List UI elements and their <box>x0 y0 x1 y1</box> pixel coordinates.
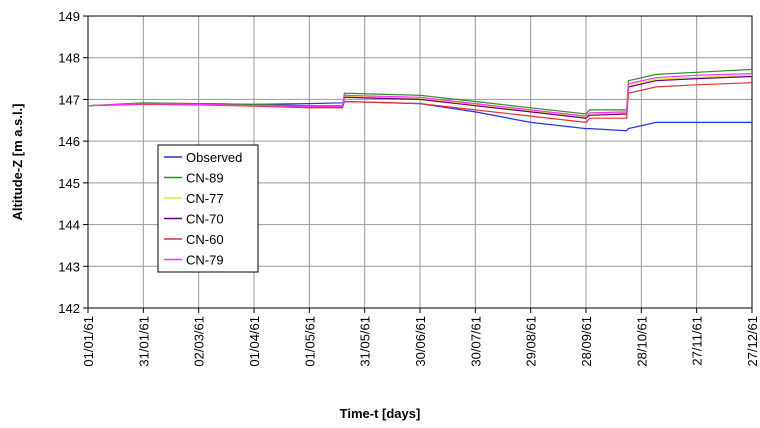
y-tick-label: 143 <box>58 259 80 274</box>
y-tick-label: 148 <box>58 51 80 66</box>
legend-label: CN-60 <box>186 232 224 247</box>
x-tick-label: 27/12/61 <box>745 316 760 367</box>
legend-box <box>157 144 259 273</box>
legend-label: CN-70 <box>186 212 224 227</box>
x-axis-label: Time-t [days] <box>340 406 421 421</box>
y-axis-label: Altitude-Z [m a.s.l.] <box>10 104 25 221</box>
x-tick-label: 01/04/61 <box>247 316 262 367</box>
x-tick-label: 30/06/61 <box>413 316 428 367</box>
legend-label: CN-77 <box>186 191 224 206</box>
x-tick-label: 31/01/61 <box>136 316 151 367</box>
x-tick-label: 01/05/61 <box>302 316 317 367</box>
x-tick-label: 31/05/61 <box>358 316 373 367</box>
series-line <box>87 68 753 115</box>
x-tick-label: 30/07/61 <box>468 316 483 367</box>
y-tick-label: 145 <box>58 176 80 191</box>
x-tick-label: 02/03/61 <box>192 316 207 367</box>
x-tick-label: 29/08/61 <box>524 316 539 367</box>
x-tick-label: 01/01/61 <box>81 316 96 367</box>
y-tick-label: 146 <box>58 134 80 149</box>
x-tick-label: 27/11/61 <box>690 316 705 366</box>
series-line <box>87 73 753 117</box>
legend-label: CN-79 <box>186 253 224 268</box>
y-tick-label: 142 <box>58 301 80 316</box>
legend-label: CN-89 <box>186 171 224 186</box>
legend-label: Observed <box>186 150 242 165</box>
y-tick-label: 147 <box>58 92 80 107</box>
x-tick-label: 28/10/61 <box>634 316 649 367</box>
y-tick-label: 149 <box>58 9 80 24</box>
y-tick-label: 144 <box>58 218 80 233</box>
x-tick-label: 28/09/61 <box>579 316 594 367</box>
plot-border <box>87 15 753 309</box>
